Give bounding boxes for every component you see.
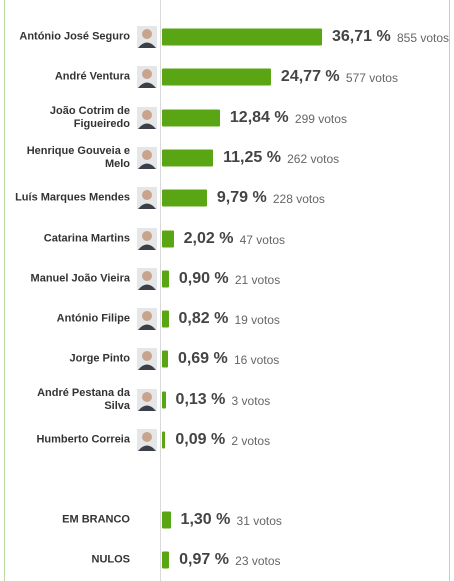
avatar	[137, 267, 157, 290]
percent-label: 12,84 %	[229, 108, 289, 126]
avatar	[137, 388, 157, 411]
percent-label: 11,25 %	[223, 148, 281, 166]
avatar	[137, 227, 157, 250]
percent-label: 0,09 %	[175, 431, 226, 448]
candidate-photo	[137, 267, 157, 290]
candidate-name: Jorge Pinto	[69, 352, 130, 365]
avatar	[137, 66, 157, 89]
bar	[162, 270, 169, 288]
votes-label: 19 votos	[234, 313, 280, 328]
candidate-name: Manuel João Vieira	[30, 272, 130, 285]
candidate-photo	[137, 187, 157, 210]
avatar	[137, 146, 157, 169]
avatar	[137, 348, 157, 371]
candidate-photo	[137, 227, 157, 250]
percent-label: 0,13 %	[175, 390, 226, 408]
votes-label: 855 votos	[397, 31, 450, 45]
votes-label: 299 votos	[294, 111, 347, 126]
bar	[162, 68, 271, 86]
candidate-name: Henrique Gouveia e Melo	[26, 144, 130, 170]
votes-label: 47 votos	[239, 232, 285, 247]
candidate-name: António José Seguro	[19, 30, 130, 43]
frame	[4, 0, 450, 581]
candidate-name: André Ventura	[54, 70, 130, 83]
percent-label: 0,69 %	[177, 350, 228, 368]
bar	[162, 28, 322, 46]
candidate-photo	[137, 429, 157, 451]
votes-label: 3 votos	[231, 393, 271, 408]
bar	[162, 391, 166, 409]
candidate-name: Catarina Martins	[43, 232, 130, 244]
candidate-name: João Cotrim de Figueiredo	[49, 104, 130, 130]
candidate-photo	[137, 26, 157, 48]
candidate-name: Luís Marques Mendes	[15, 191, 130, 204]
percent-label: 1,30 %	[180, 511, 231, 528]
candidate-name: André Pestana da Silva	[37, 386, 130, 412]
percent-label: 24,77 %	[280, 68, 340, 86]
votes-label: 228 votos	[272, 192, 325, 207]
candidate-name: EM BRANCO	[62, 513, 130, 526]
votes-label: 31 votos	[236, 514, 282, 528]
bar	[162, 189, 207, 207]
bar	[162, 310, 169, 328]
bar	[162, 149, 214, 167]
baseline	[160, 0, 161, 581]
avatar	[137, 429, 157, 451]
candidate-photo	[137, 348, 157, 371]
votes-label: 23 votos	[235, 554, 281, 569]
candidate-name: Humberto Correia	[36, 433, 130, 446]
candidate-photo	[137, 106, 157, 129]
bar	[162, 431, 166, 449]
avatar	[137, 187, 157, 210]
bar	[162, 511, 171, 529]
candidate-photo	[137, 308, 157, 331]
percent-label: 9,79 %	[216, 189, 267, 207]
avatar	[137, 106, 157, 129]
votes-label: 16 votos	[233, 353, 280, 368]
candidate-name: António Filipe	[56, 312, 130, 325]
candidate-photo	[137, 388, 157, 411]
bar	[162, 551, 170, 569]
percent-label: 0,97 %	[179, 551, 229, 569]
percent-label: 36,71 %	[332, 28, 391, 45]
avatar	[137, 26, 157, 48]
votes-label: 21 votos	[234, 272, 281, 287]
votes-label: 577 votos	[345, 71, 398, 86]
bar	[162, 109, 220, 127]
candidate-photo	[137, 146, 157, 169]
percent-label: 0,82 %	[178, 310, 229, 328]
votes-label: 2 votos	[231, 434, 271, 448]
avatar	[137, 308, 157, 331]
candidate-photo	[137, 66, 157, 89]
candidate-name: NULOS	[91, 553, 131, 566]
percent-label: 2,02 %	[183, 229, 234, 247]
percent-label: 0,90 %	[178, 269, 229, 287]
bar	[162, 350, 168, 368]
bar	[162, 230, 174, 247]
votes-label: 262 votos	[287, 151, 340, 166]
